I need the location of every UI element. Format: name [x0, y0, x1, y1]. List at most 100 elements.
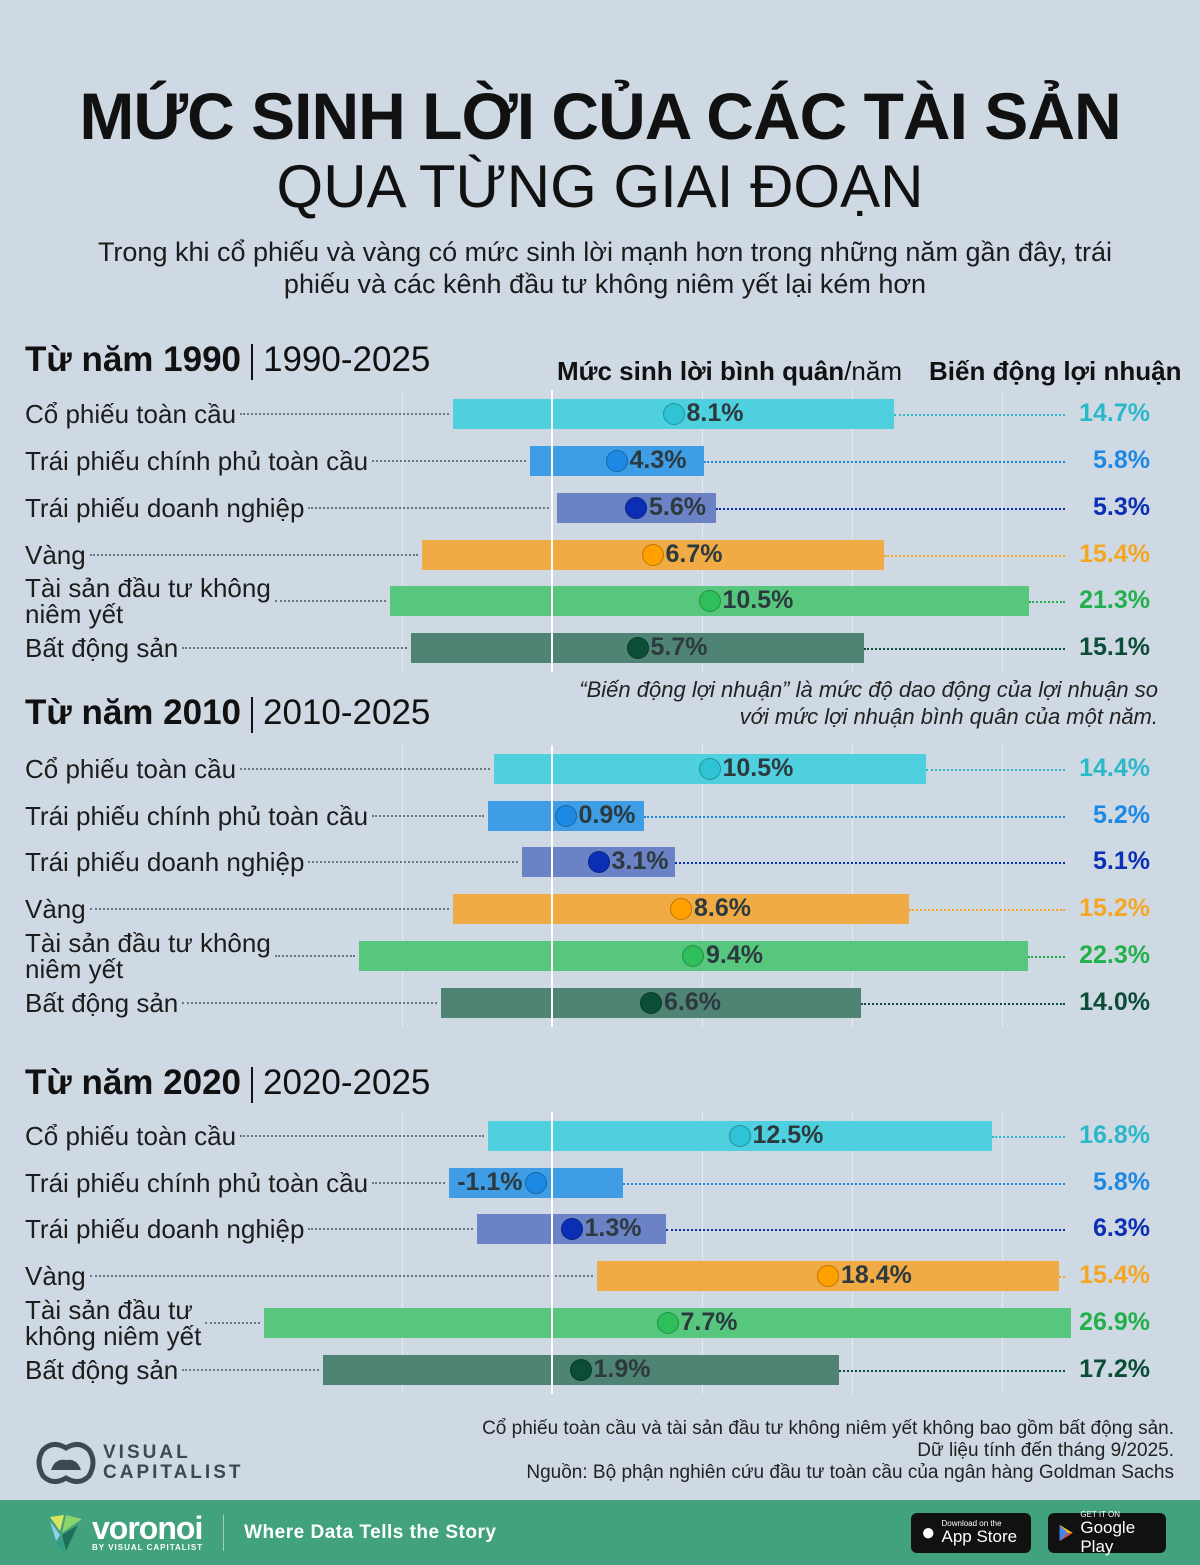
volatility-leader-line [894, 414, 1065, 416]
category-row: Bất động sản [25, 977, 441, 1029]
volatility-label: 22.3% [1079, 941, 1150, 969]
volatility-leader-line [861, 1003, 1065, 1005]
section-title-bold: Từ năm 2020 [25, 1063, 241, 1102]
volatility-label: 14.4% [1079, 754, 1150, 782]
category-label: Trái phiếu doanh nghiệp [25, 1214, 305, 1244]
title-separator [251, 343, 253, 380]
category-row: Bất động sản [25, 622, 411, 674]
label-leader-line [372, 1182, 445, 1184]
section-period: 1990-2025 [263, 340, 431, 379]
volatility-leader-line [1027, 956, 1065, 958]
volatility-leader-line [838, 1370, 1065, 1372]
category-row: Bất động sản [25, 1344, 323, 1396]
mean-return-label: 6.7% [665, 540, 723, 568]
section-title: Từ năm 1990 1990-2025 [25, 340, 430, 380]
category-label: Cổ phiếu toàn cầu [25, 1121, 237, 1151]
gridline [1002, 1112, 1003, 1394]
volatility-label: 6.3% [1093, 1214, 1150, 1242]
section-title-bold: Từ năm 2010 [25, 693, 241, 732]
volatility-leader-line [643, 816, 1065, 818]
section-title: Từ năm 2020 2020-2025 [25, 1063, 430, 1103]
mean-return-dot [524, 1172, 547, 1194]
category-row: Tài sản đầu tư không niêm yết [25, 1297, 264, 1349]
label-leader-line [240, 1135, 484, 1137]
mean-return-label: 6.6% [664, 988, 721, 1016]
volatility-note: “Biến động lợi nhuận” là mức độ dao động… [579, 677, 1158, 729]
volatility-leader-line [622, 1183, 1065, 1185]
mean-return-dot [698, 590, 721, 612]
voronoi-logo[interactable]: voronoi BY VISUAL CAPITALIST [48, 1512, 204, 1553]
footer-divider [223, 1514, 225, 1551]
label-leader-line [182, 647, 407, 649]
label-leader-line [182, 1002, 437, 1004]
mean-return-label: 5.6% [649, 493, 706, 521]
mean-return-dot [587, 851, 610, 873]
label-leader-line [205, 1322, 260, 1324]
footnotes: Cổ phiếu toàn cầu và tài sản đầu tư khôn… [482, 1418, 1174, 1484]
title-separator [251, 1066, 253, 1103]
gridline [702, 1112, 703, 1394]
volatility-label: 5.8% [1093, 1168, 1150, 1196]
voronoi-by: BY VISUAL CAPITALIST [92, 1543, 204, 1552]
mean-return-label: 3.1% [611, 847, 669, 875]
category-row: Trái phiếu chính phủ toàn cầu [25, 1157, 449, 1209]
google-play-icon [1059, 1524, 1073, 1542]
category-row: Vàng [25, 883, 453, 935]
mean-return-dot [670, 898, 692, 920]
zero-line [551, 1112, 553, 1394]
mean-return-label: 12.5% [752, 1121, 824, 1149]
label-leader-line [372, 460, 526, 462]
mean-return-label: 10.5% [722, 586, 794, 614]
gridline [852, 390, 853, 672]
label-leader-line [89, 1275, 593, 1277]
subtitle: Trong khi cổ phiếu và vàng có mức sinh l… [97, 237, 1113, 299]
gridline [852, 745, 853, 1027]
volatility-leader-line [991, 1136, 1065, 1138]
footer: voronoi BY VISUAL CAPITALIST Where Data T… [0, 1500, 1200, 1565]
volatility-label: 15.2% [1079, 894, 1150, 922]
label-leader-line [240, 768, 490, 770]
category-label: Bất động sản [25, 1355, 179, 1385]
label-leader-line [308, 861, 518, 863]
app-store-button[interactable]: ● Download on the App Store [911, 1513, 1031, 1553]
mean-return-dot [569, 1359, 592, 1381]
mean-return-label: 4.3% [629, 446, 687, 474]
app-store-label: App Store [941, 1527, 1018, 1546]
mean-return-dot [817, 1265, 839, 1287]
category-label: Vàng [25, 1261, 86, 1291]
mean-return-dot [728, 1125, 751, 1147]
volatility-label: 15.4% [1079, 540, 1150, 568]
label-leader-line [372, 815, 484, 817]
label-leader-line [308, 507, 553, 509]
gridline [702, 390, 703, 672]
google-play-button[interactable]: GET IT ON Google Play [1048, 1509, 1166, 1555]
category-row: Vàng [25, 529, 422, 581]
volatility-label: 5.8% [1093, 446, 1150, 474]
mean-return-dot [641, 544, 664, 566]
google-play-small: GET IT ON [1080, 1509, 1121, 1519]
volatility-label: 16.8% [1079, 1121, 1150, 1149]
column-header-mean: Mức sinh lời bình quân/năm [557, 356, 902, 387]
category-label: Vàng [25, 540, 86, 570]
label-leader-line [308, 1228, 473, 1230]
gridline [1002, 390, 1003, 672]
label-leader-line [240, 413, 449, 415]
category-row: Tài sản đầu tư không niêm yết [25, 575, 390, 627]
mean-return-label: 0.9% [578, 801, 636, 829]
volatility-leader-line [675, 862, 1065, 864]
category-row: Trái phiếu doanh nghiệp [25, 482, 557, 534]
volatility-label: 21.3% [1079, 586, 1150, 614]
mean-return-label: 7.7% [680, 1308, 738, 1336]
volatility-label: 5.1% [1093, 847, 1150, 875]
category-label: Cổ phiếu toàn cầu [25, 399, 237, 429]
mean-return-dot [656, 1312, 679, 1334]
category-label: Trái phiếu doanh nghiệp [25, 847, 305, 877]
category-label: Bất động sản [25, 988, 179, 1018]
volatility-label: 14.0% [1079, 988, 1150, 1016]
mean-return-label: 18.4% [841, 1261, 912, 1289]
volatility-leader-line [883, 555, 1065, 557]
apple-icon: ● [921, 1519, 936, 1546]
tagline: Where Data Tells the Story [244, 1521, 497, 1543]
category-row: Cổ phiếu toàn cầu [25, 388, 453, 440]
section-title: Từ năm 2010 2010-2025 [25, 693, 430, 733]
